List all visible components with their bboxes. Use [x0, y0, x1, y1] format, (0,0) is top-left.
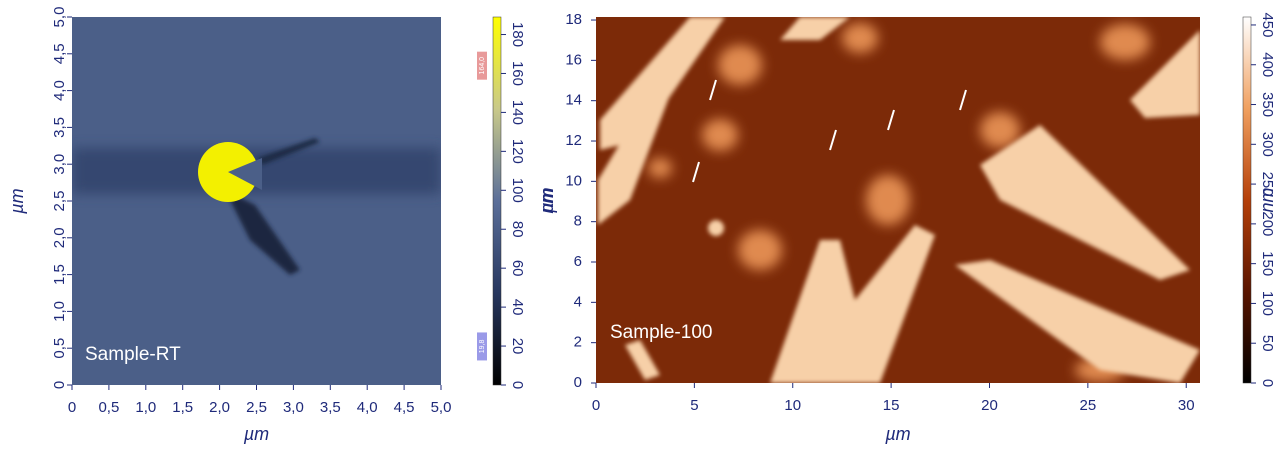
- colorbar-tick-label: 20: [509, 338, 526, 355]
- colorbar-tick-label: 0: [509, 381, 526, 389]
- sample-label: Sample-100: [610, 322, 712, 343]
- x-tick-label: 2,0: [209, 399, 230, 416]
- y-tick-label: 2,5: [51, 191, 68, 212]
- colorbar-tick-label: 150: [1259, 251, 1276, 276]
- colorbar-tick-label: 50: [1259, 335, 1276, 352]
- x-tick-label: 1,0: [135, 399, 156, 416]
- colorbar-tick-label: 0: [1259, 379, 1276, 387]
- x-tick-label: 0: [68, 399, 76, 416]
- y-tick-label: 4,0: [51, 80, 68, 101]
- y-tick-label: 0: [51, 381, 68, 389]
- x-tick-label: 20: [981, 397, 998, 414]
- x-tick-label: 30: [1178, 397, 1195, 414]
- colorbar-tick-label: 400: [1259, 52, 1276, 77]
- afm-image: [72, 17, 441, 385]
- colorbar-tick-label: 80: [509, 221, 526, 238]
- afm-image: [596, 17, 1200, 383]
- colorbar-tick-label: 300: [1259, 132, 1276, 157]
- x-axis-label: µm: [884, 424, 910, 444]
- colorbar-tick-label: 450: [1259, 12, 1276, 37]
- x-tick-label: 1,5: [172, 399, 193, 416]
- y-tick-label: 5,0: [51, 7, 68, 28]
- y-tick-label: 14: [565, 92, 582, 109]
- x-tick-label: 4,0: [357, 399, 378, 416]
- y-tick-label: 2: [574, 334, 582, 351]
- colorbar-tick-label: 100: [1259, 291, 1276, 316]
- colorbar-tick-label: 250: [1259, 172, 1276, 197]
- y-tick-label: 4,5: [51, 43, 68, 64]
- colorbar-tick-label: 160: [509, 61, 526, 86]
- x-axis-label: µm: [243, 424, 269, 444]
- colorbar-tick-label: 180: [509, 22, 526, 47]
- colorbar-tick-label: 140: [509, 100, 526, 125]
- colorbar-tick-label: 200: [1259, 211, 1276, 236]
- y-tick-label: 0,5: [51, 338, 68, 359]
- colorbar-marker-label: 164,0: [479, 57, 486, 75]
- colorbar-marker-label: 19,8: [479, 340, 486, 354]
- x-tick-label: 4,5: [394, 399, 415, 416]
- colorbar-marker: [477, 332, 487, 361]
- y-tick-label: 0: [574, 374, 582, 391]
- colorbar: [1242, 16, 1252, 384]
- y-tick-label: 10: [565, 172, 582, 189]
- colorbar-label: nm: [1257, 187, 1276, 212]
- colorbar-label: nm: [537, 188, 557, 213]
- y-tick-label: 3,0: [51, 154, 68, 175]
- y-tick-label: 4: [574, 293, 582, 310]
- x-tick-label: 5: [690, 397, 698, 414]
- sample-label: Sample-RT: [85, 344, 181, 365]
- y-tick-label: 18: [565, 11, 582, 28]
- y-tick-label: 8: [574, 213, 582, 230]
- colorbar-marker: [477, 51, 487, 80]
- y-tick-label: 2,0: [51, 227, 68, 248]
- colorbar-tick-label: 40: [509, 299, 526, 316]
- colorbar-tick-label: 120: [509, 139, 526, 164]
- x-tick-label: 3,5: [320, 399, 341, 416]
- x-tick-label: 0: [592, 397, 600, 414]
- arrows: [692, 79, 967, 183]
- y-tick-label: 12: [565, 132, 582, 149]
- y-tick-label: 3,5: [51, 117, 68, 138]
- colorbar: [492, 16, 502, 386]
- y-tick-label: 1,0: [51, 301, 68, 322]
- y-tick-label: 1,5: [51, 264, 68, 285]
- x-tick-label: 25: [1080, 397, 1097, 414]
- x-tick-label: 3,0: [283, 399, 304, 416]
- x-tick-label: 15: [883, 397, 900, 414]
- colorbar-tick-label: 100: [509, 178, 526, 203]
- colorbar-tick-label: 350: [1259, 92, 1276, 117]
- y-axis-label: µm: [537, 187, 557, 213]
- y-axis-label: µm: [7, 188, 27, 214]
- x-tick-label: 5,0: [431, 399, 452, 416]
- x-tick-label: 10: [784, 397, 801, 414]
- x-tick-label: 0,5: [98, 399, 119, 416]
- y-tick-label: 16: [565, 51, 582, 68]
- x-tick-label: 2,5: [246, 399, 267, 416]
- colorbar-tick-label: 60: [509, 260, 526, 277]
- y-tick-label: 6: [574, 253, 582, 270]
